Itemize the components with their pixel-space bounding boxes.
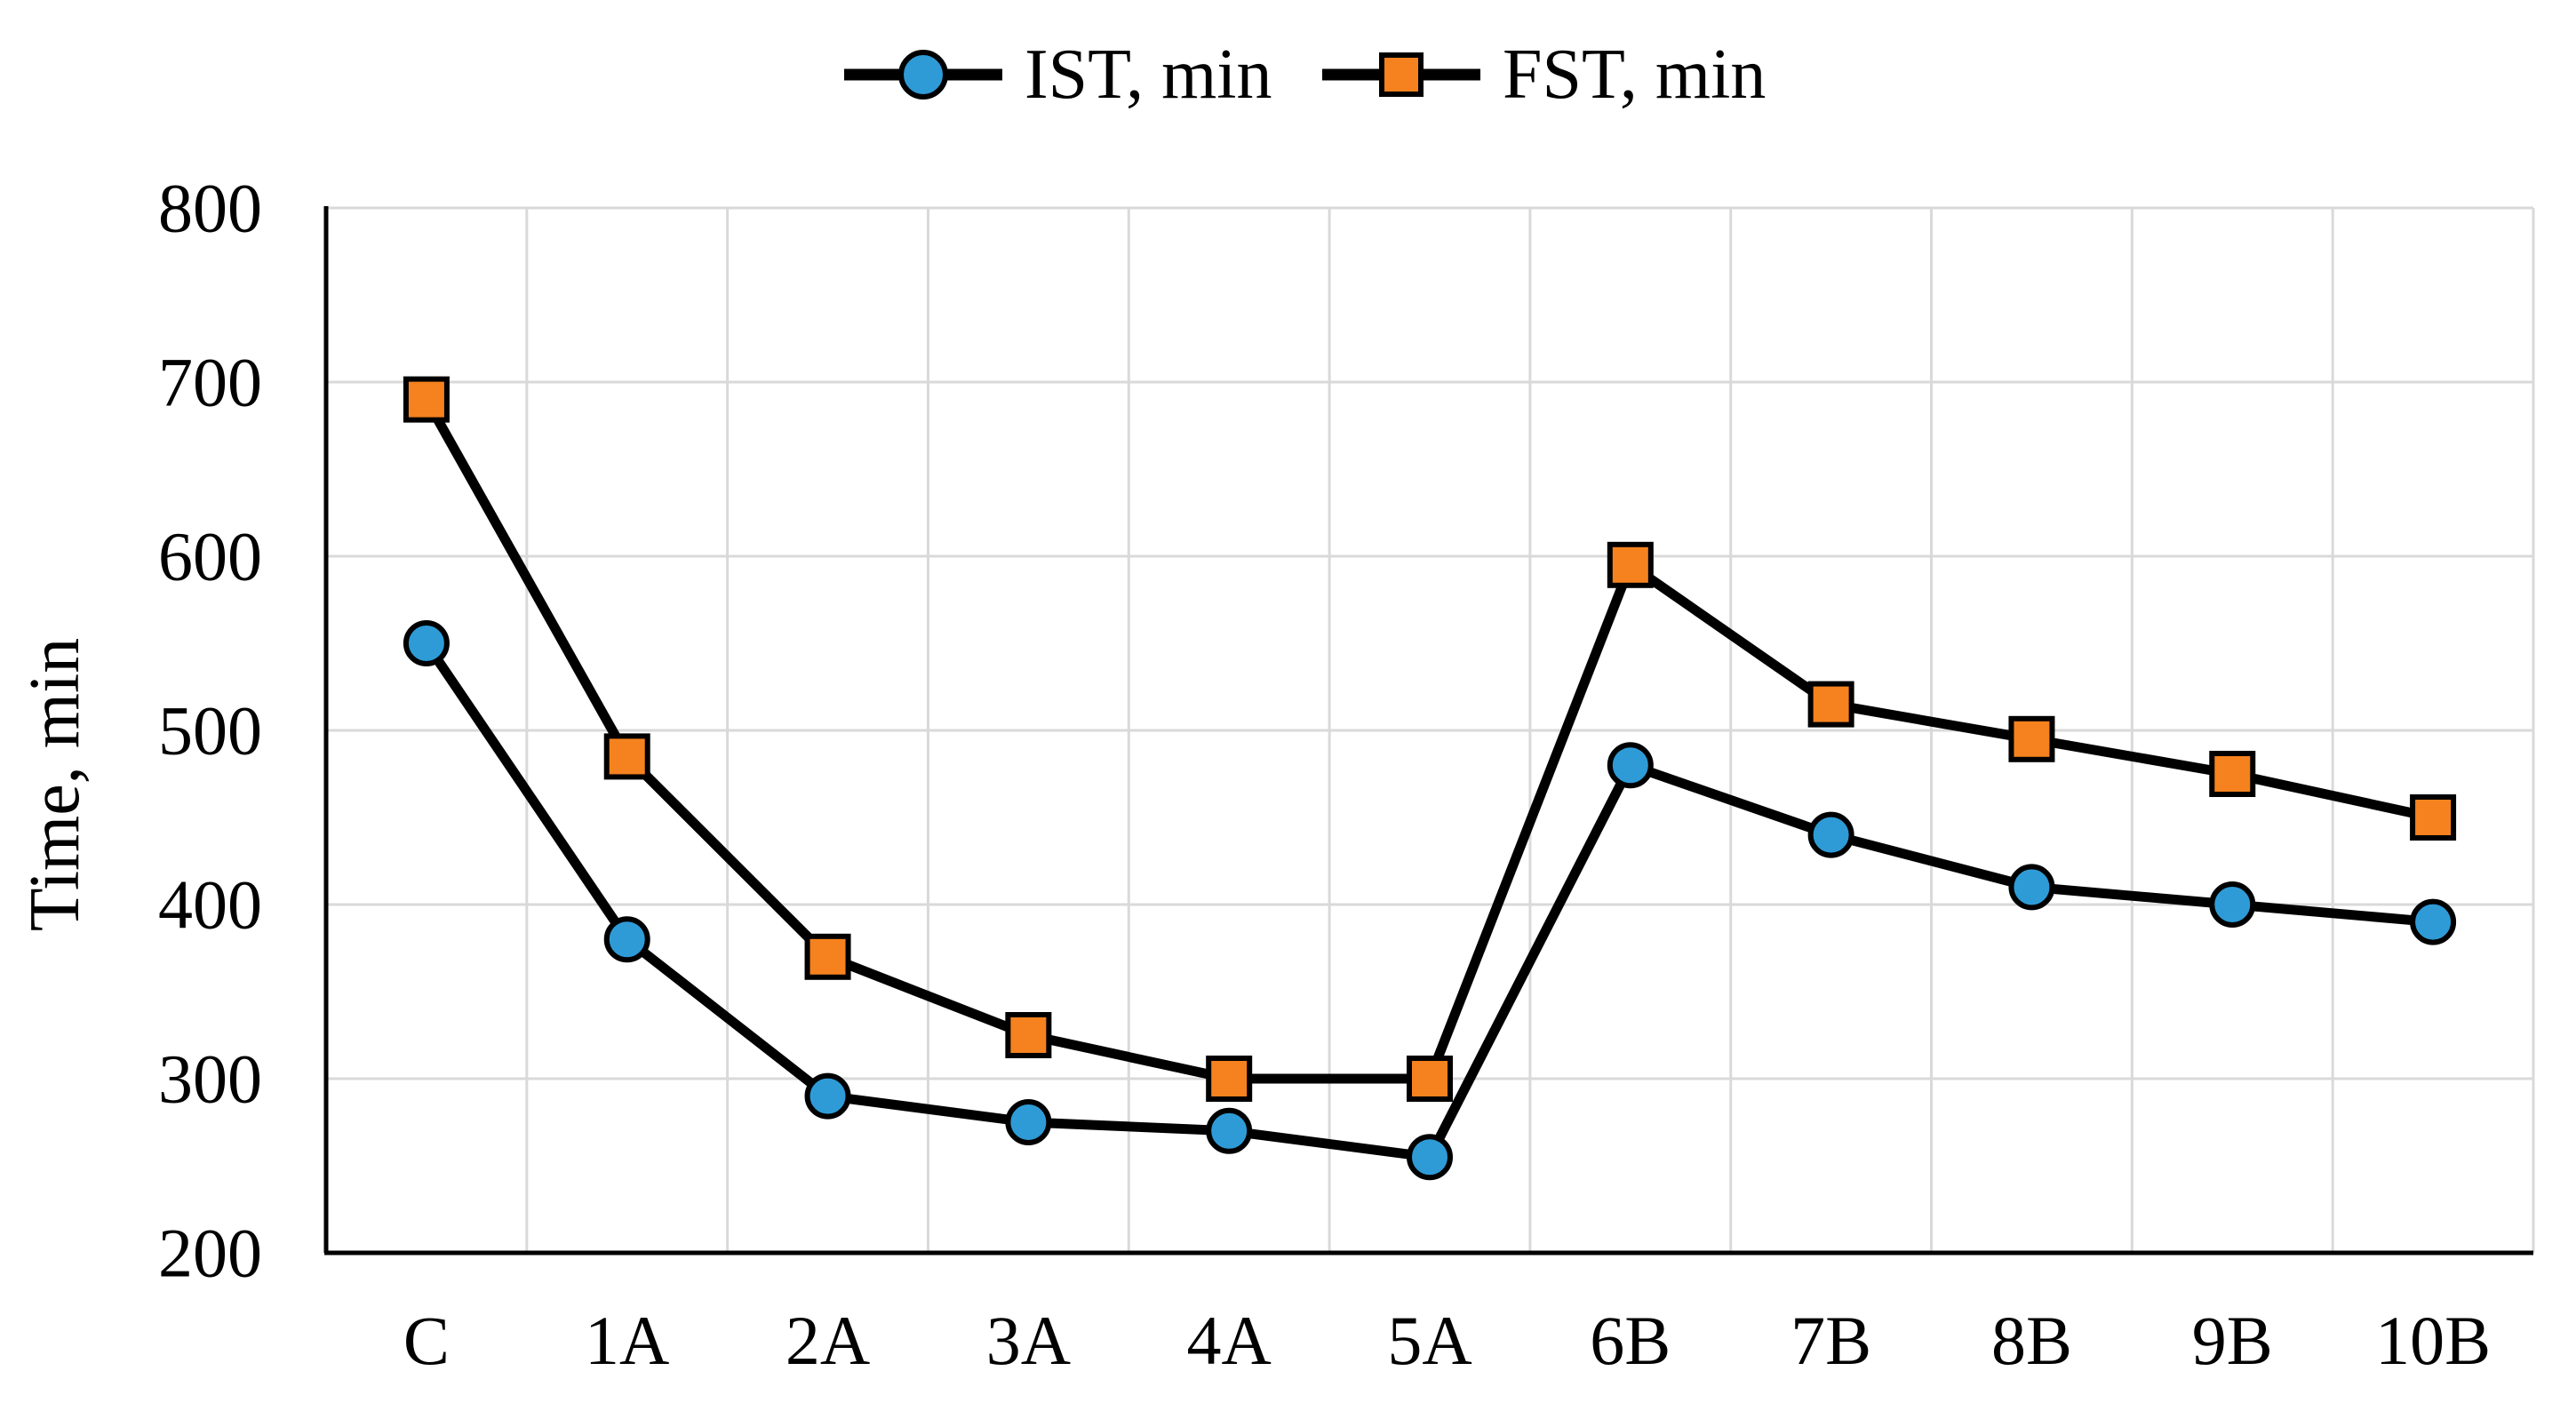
y-tick-labels: 200 300 400 500 600 700 800 (158, 170, 262, 1292)
marker-fst-min-8b (2008, 715, 2055, 762)
x-category-labels: C 1A 2A 3A 4A 5A 6B 7B 8B 9B 10B (403, 1302, 2491, 1379)
gridlines (326, 206, 2535, 1253)
y-axis-title: Time, min (16, 638, 94, 931)
x-label-2a: 2A (786, 1302, 870, 1379)
marker-ist-min-8b (2008, 864, 2055, 911)
marker-fst-min-3a (1005, 1012, 1052, 1058)
marker-ist-min-10b (2410, 898, 2457, 945)
y-tick-label-500: 500 (158, 692, 262, 769)
x-label-10b: 10B (2375, 1302, 2491, 1379)
legend-marker-fst-min (1379, 52, 1424, 97)
marker-ist-min-6b (1607, 742, 1654, 789)
marker-ist-min-7b (1807, 811, 1854, 858)
x-label-7b: 7B (1790, 1302, 1871, 1379)
x-label-9b: 9B (2192, 1302, 2273, 1379)
marker-fst-min-2a (804, 933, 851, 980)
marker-fst-min-9b (2209, 751, 2256, 797)
marker-fst-min-1a (603, 733, 650, 780)
legend-marker-ist-min (898, 50, 948, 100)
legend-item-fst-min: FST, min (1322, 36, 1766, 114)
y-tick-label-400: 400 (158, 866, 262, 944)
marker-fst-min-7b (1807, 681, 1854, 728)
marker-fst-min-6b (1607, 541, 1654, 588)
y-tick-label-300: 300 (158, 1040, 262, 1118)
marker-ist-min-2a (804, 1072, 851, 1120)
marker-fst-min-4a (1206, 1056, 1253, 1102)
x-label-3a: 3A (986, 1302, 1071, 1379)
series-fst-min (403, 376, 2457, 1102)
y-tick-label-200: 200 (158, 1215, 262, 1292)
marker-ist-min-4a (1206, 1107, 1253, 1154)
x-label-8b: 8B (1991, 1302, 2072, 1379)
x-label-1a: 1A (585, 1302, 669, 1379)
x-label-6b: 6B (1590, 1302, 1671, 1379)
x-label-c: C (403, 1302, 450, 1379)
series-ist-min (403, 620, 2457, 1181)
marker-fst-min-10b (2410, 794, 2457, 841)
chart-legend: IST, min FST, min (844, 36, 1766, 114)
legend-label-ist-min: IST, min (1025, 36, 1272, 114)
marker-fst-min-5a (1407, 1056, 1453, 1102)
marker-ist-min-9b (2209, 881, 2256, 928)
x-label-5a: 5A (1387, 1302, 1471, 1379)
marker-fst-min-c (403, 376, 450, 423)
legend-item-ist-min: IST, min (844, 36, 1272, 114)
y-tick-label-800: 800 (158, 170, 262, 247)
marker-ist-min-c (403, 620, 450, 666)
x-label-4a: 4A (1187, 1302, 1272, 1379)
axes (323, 206, 2533, 1256)
series-lines (403, 376, 2457, 1181)
marker-ist-min-1a (603, 916, 650, 963)
legend-label-fst-min: FST, min (1503, 36, 1766, 114)
y-tick-label-700: 700 (158, 344, 262, 421)
marker-ist-min-3a (1005, 1099, 1052, 1145)
marker-ist-min-5a (1407, 1134, 1453, 1181)
y-tick-label-600: 600 (158, 518, 262, 595)
